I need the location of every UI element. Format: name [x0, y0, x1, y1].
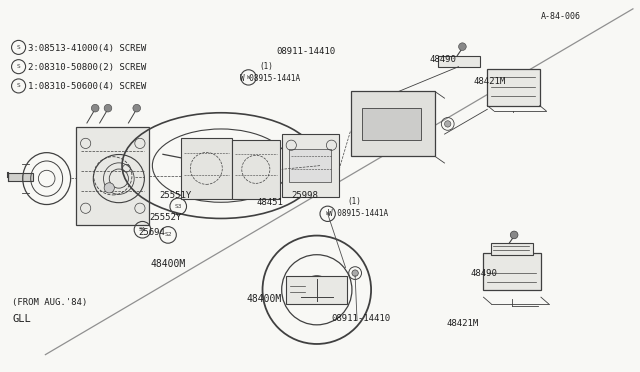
- Circle shape: [133, 105, 141, 112]
- Text: (1): (1): [259, 62, 273, 71]
- Circle shape: [104, 183, 115, 193]
- Text: S2: S2: [164, 232, 172, 237]
- Text: W: W: [326, 211, 330, 216]
- Text: A-84-006: A-84-006: [541, 12, 580, 21]
- Bar: [289, 149, 331, 182]
- Text: W 08915-1441A: W 08915-1441A: [240, 74, 300, 83]
- Circle shape: [510, 231, 518, 239]
- Bar: [8, 173, 33, 181]
- Text: 3:08513-41000(4) SCREW: 3:08513-41000(4) SCREW: [28, 44, 146, 52]
- Text: 25694: 25694: [138, 228, 165, 237]
- Text: S1: S1: [139, 227, 146, 232]
- Text: 2:08310-50800(2) SCREW: 2:08310-50800(2) SCREW: [28, 63, 146, 72]
- Text: 08911-14410: 08911-14410: [332, 314, 390, 323]
- Text: 25998: 25998: [291, 191, 318, 200]
- Bar: [351, 92, 435, 156]
- Text: W: W: [247, 75, 250, 80]
- Text: S: S: [17, 83, 20, 89]
- Text: W 08915-1441A: W 08915-1441A: [328, 209, 388, 218]
- Text: 48421M: 48421M: [447, 320, 479, 328]
- Circle shape: [445, 121, 451, 127]
- Bar: [438, 55, 479, 67]
- Text: (1): (1): [348, 197, 362, 206]
- Bar: [286, 276, 348, 304]
- Text: GLL: GLL: [12, 314, 31, 324]
- Bar: [76, 127, 150, 225]
- Text: 48400M: 48400M: [151, 259, 186, 269]
- Text: 48451: 48451: [256, 198, 283, 207]
- Bar: [232, 140, 280, 199]
- Text: (FROM AUG.'84): (FROM AUG.'84): [12, 298, 88, 307]
- Bar: [362, 108, 421, 140]
- Bar: [491, 243, 532, 254]
- Text: 48490: 48490: [470, 269, 497, 278]
- Circle shape: [92, 105, 99, 112]
- Text: 1:08310-50600(4) SCREW: 1:08310-50600(4) SCREW: [28, 82, 146, 91]
- Text: 48400M: 48400M: [246, 294, 282, 304]
- Text: 25551Y: 25551Y: [159, 191, 191, 200]
- Bar: [282, 134, 339, 197]
- Text: 48490: 48490: [430, 55, 457, 64]
- Text: 25552Y: 25552Y: [149, 213, 181, 222]
- Text: S: S: [17, 64, 20, 69]
- Bar: [483, 253, 541, 290]
- Text: S: S: [17, 45, 20, 50]
- Text: S3: S3: [175, 204, 182, 209]
- Text: 48421M: 48421M: [473, 77, 506, 86]
- Text: 08911-14410: 08911-14410: [276, 47, 336, 56]
- Circle shape: [104, 105, 112, 112]
- Circle shape: [459, 43, 467, 51]
- Bar: [487, 69, 540, 106]
- Bar: [180, 138, 232, 199]
- Circle shape: [352, 270, 358, 276]
